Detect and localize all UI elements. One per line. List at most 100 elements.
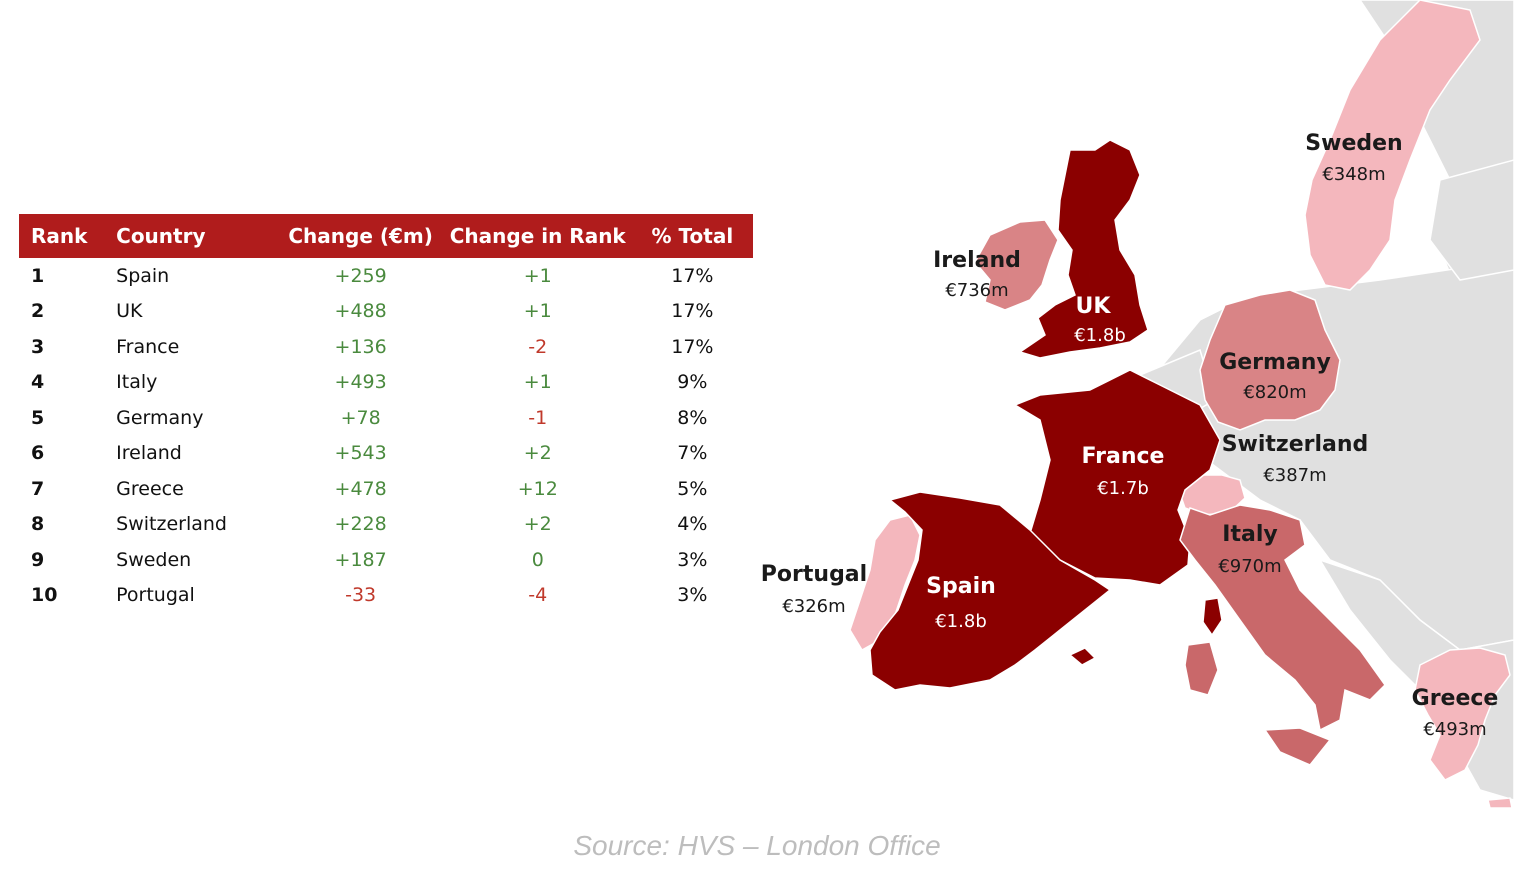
- table-row: 10 Portugal -33 -4 3%: [19, 578, 753, 614]
- change-cell: +493: [334, 371, 387, 394]
- table-row: 9 Sweden +187 0 3%: [19, 542, 753, 578]
- change-in-rank-cell: +2: [523, 442, 552, 465]
- rank-cell: 2: [31, 300, 45, 323]
- country-spain: [869, 491, 1112, 691]
- rank-cell: 9: [31, 548, 45, 571]
- table-row: 6 Ireland +543 +2 7%: [19, 436, 753, 472]
- label-france-name: France: [1082, 444, 1165, 469]
- source-caption: Source: HVS – London Office: [573, 830, 941, 861]
- label-italy-value: €970m: [1218, 556, 1281, 577]
- country-cell: Italy: [116, 371, 158, 394]
- pct-total-cell: 5%: [677, 477, 708, 500]
- label-sweden-name: Sweden: [1305, 131, 1402, 156]
- change-cell: +78: [340, 406, 381, 429]
- country-cell: UK: [116, 300, 143, 323]
- label-germany-value: €820m: [1243, 382, 1306, 403]
- country-germany: [1199, 289, 1341, 431]
- rank-cell: 5: [31, 406, 45, 429]
- country-uk: [1018, 139, 1149, 359]
- rank-cell: 1: [31, 264, 45, 287]
- europe-map: Sweden €348m Ireland €736m UK €1.8b Germ…: [761, 0, 1514, 809]
- label-italy-name: Italy: [1222, 522, 1277, 547]
- label-switzerland-value: €387m: [1263, 465, 1326, 486]
- country-ireland: [974, 219, 1059, 311]
- table-row: 3 France +136 -2 17%: [19, 329, 753, 365]
- table-row: 8 Switzerland +228 +2 4%: [19, 507, 753, 543]
- header-country: Country: [104, 214, 278, 258]
- label-germany-name: Germany: [1219, 350, 1331, 375]
- label-greece-value: €493m: [1423, 719, 1486, 740]
- country-cell: Portugal: [116, 584, 195, 607]
- table-row: 5 Germany +78 -1 8%: [19, 400, 753, 436]
- label-spain-value: €1.8b: [935, 611, 987, 632]
- change-in-rank-cell: -4: [528, 584, 548, 607]
- country-greece: [1414, 647, 1511, 781]
- rank-cell: 3: [31, 335, 45, 358]
- change-cell: -33: [345, 584, 377, 607]
- change-cell: +543: [334, 442, 387, 465]
- change-in-rank-cell: +1: [523, 300, 552, 323]
- country-cell: Sweden: [116, 548, 192, 571]
- table-row: 7 Greece +478 +12 5%: [19, 471, 753, 507]
- header-rank: Rank: [19, 214, 105, 258]
- country-cell: Ireland: [116, 442, 182, 465]
- country-cell: Germany: [116, 406, 204, 429]
- rank-cell: 8: [31, 513, 45, 536]
- pct-total-cell: 17%: [671, 335, 714, 358]
- country-cell: Greece: [116, 477, 184, 500]
- pct-total-cell: 17%: [671, 264, 714, 287]
- change-in-rank-cell: -1: [528, 406, 548, 429]
- rank-cell: 10: [31, 584, 58, 607]
- label-france-value: €1.7b: [1097, 478, 1149, 499]
- change-in-rank-cell: +1: [523, 264, 552, 287]
- header-pct-total: % Total: [631, 214, 753, 258]
- country-sicily: [1263, 727, 1332, 766]
- country-sweden: [1304, 0, 1481, 291]
- change-cell: +228: [334, 513, 387, 536]
- pct-total-cell: 9%: [677, 371, 708, 394]
- land-baltic-east: [1429, 159, 1514, 281]
- change-cell: +478: [334, 477, 387, 500]
- change-in-rank-cell: +1: [523, 371, 552, 394]
- table-row: 1 Spain +259 +1 17%: [19, 258, 753, 294]
- country-sardinia: [1184, 641, 1219, 696]
- rank-cell: 6: [31, 442, 45, 465]
- rank-cell: 4: [31, 371, 45, 394]
- pct-total-cell: 7%: [677, 442, 708, 465]
- change-in-rank-cell: +2: [523, 513, 552, 536]
- country-cell: Switzerland: [116, 513, 227, 536]
- country-italy: [1179, 504, 1386, 732]
- label-ireland-value: €736m: [945, 280, 1008, 301]
- change-in-rank-cell: 0: [531, 548, 544, 571]
- label-uk-value: €1.8b: [1074, 325, 1126, 346]
- label-sweden-value: €348m: [1322, 164, 1385, 185]
- change-in-rank-cell: +12: [517, 477, 558, 500]
- header-change: Change (€m): [277, 214, 444, 258]
- label-portugal-value: €326m: [782, 596, 845, 617]
- table-row: 4 Italy +493 +1 9%: [19, 365, 753, 401]
- pct-total-cell: 3%: [677, 584, 708, 607]
- pct-total-cell: 17%: [671, 300, 714, 323]
- label-portugal-name: Portugal: [761, 562, 867, 587]
- label-uk-name: UK: [1076, 294, 1112, 319]
- pct-total-cell: 8%: [677, 406, 708, 429]
- country-crete: [1487, 797, 1513, 809]
- table-header-row: Rank Country Change (€m) Change in Rank …: [19, 214, 753, 258]
- country-balearic: [1068, 647, 1097, 666]
- pct-total-cell: 3%: [677, 548, 708, 571]
- map-labels: Sweden €348m Ireland €736m UK €1.8b Germ…: [761, 131, 1499, 740]
- label-ireland-name: Ireland: [933, 248, 1021, 273]
- country-cell: France: [116, 335, 180, 358]
- label-spain-name: Spain: [926, 574, 996, 599]
- header-change-in-rank: Change in Rank: [443, 214, 632, 258]
- country-france: [1013, 369, 1221, 586]
- change-cell: +259: [334, 264, 387, 287]
- change-cell: +136: [334, 335, 387, 358]
- country-corsica: [1202, 597, 1223, 637]
- rank-cell: 7: [31, 477, 45, 500]
- change-in-rank-cell: -2: [528, 335, 548, 358]
- label-greece-name: Greece: [1412, 686, 1499, 711]
- country-cell: Spain: [116, 264, 170, 287]
- change-cell: +187: [334, 548, 387, 571]
- ranking-table: Rank Country Change (€m) Change in Rank …: [19, 214, 753, 613]
